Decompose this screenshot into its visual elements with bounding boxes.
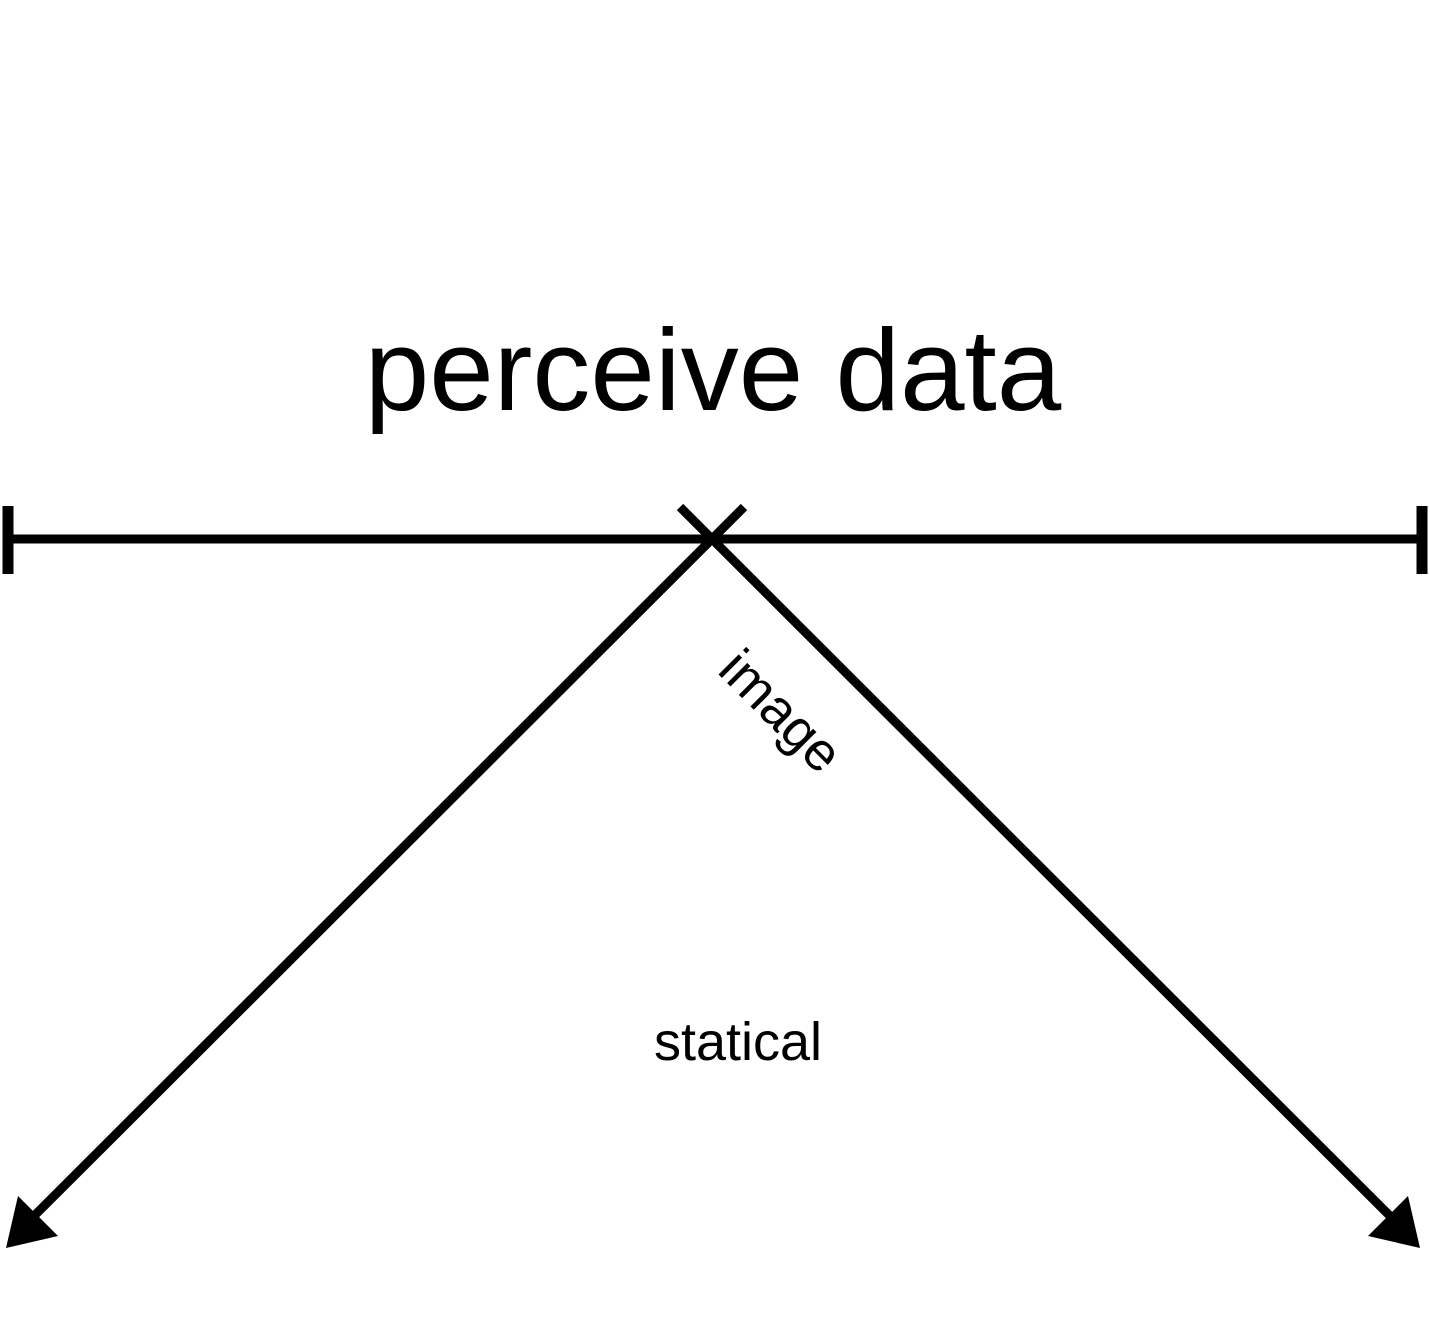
left-arrow — [6, 535, 716, 1248]
center-label: statical — [654, 1012, 822, 1072]
right-arrow — [708, 535, 1420, 1248]
diagram-title: perceive data — [365, 305, 1062, 435]
right-arrowhead-icon — [1368, 1196, 1420, 1248]
cross-stroke-left — [676, 503, 716, 543]
left-arrow-shaft — [26, 535, 716, 1224]
cross-stroke-right — [708, 503, 748, 543]
left-arrowhead-icon — [6, 1196, 58, 1248]
right-arrow-shaft — [708, 535, 1400, 1226]
cross-mark — [676, 503, 748, 543]
